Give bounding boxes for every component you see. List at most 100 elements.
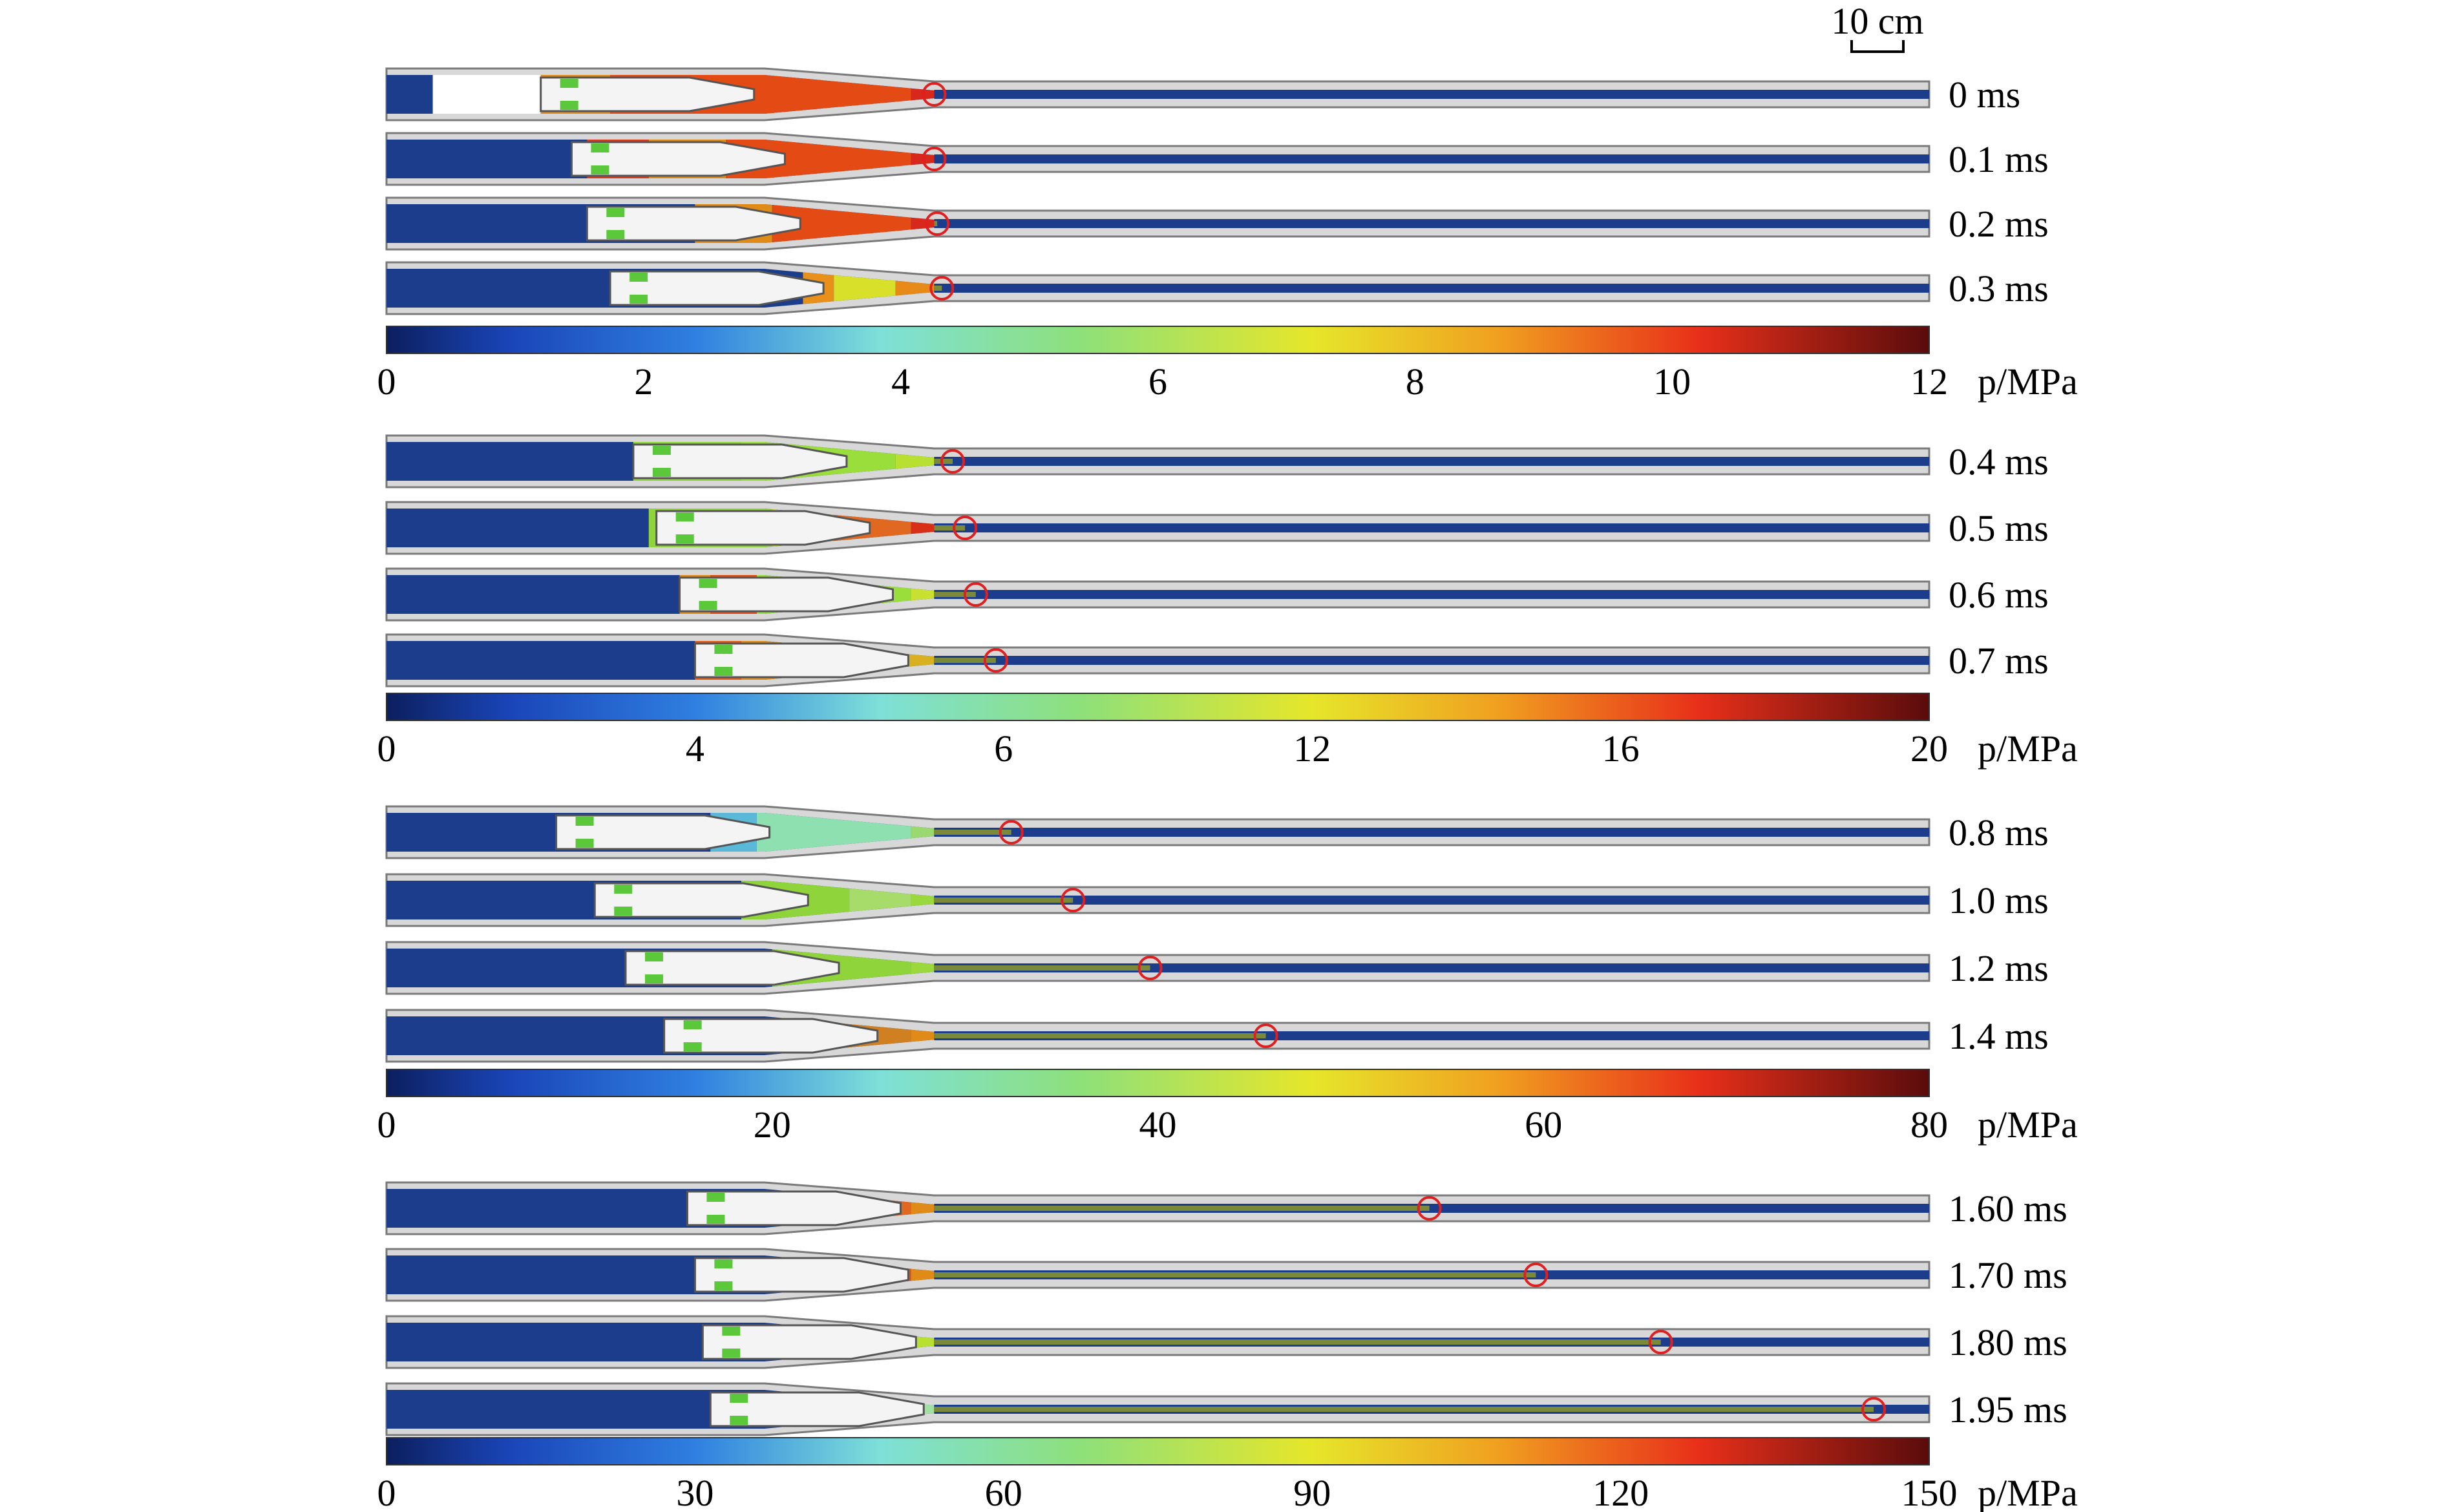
piston-tab — [699, 579, 717, 588]
colorbar-tick-label: 120 — [1592, 1472, 1649, 1512]
piston-tab — [560, 101, 578, 110]
piston-tab — [652, 446, 671, 455]
colorbar-tick-label: 6 — [1148, 361, 1167, 403]
pressure-zone — [764, 269, 935, 296]
colorbar-tick-label: 0 — [377, 1472, 396, 1512]
piston-tab — [675, 534, 694, 543]
colorbar-tick-label: 20 — [754, 1104, 791, 1146]
barrel-flow — [934, 898, 1073, 903]
pressure-zone — [764, 813, 935, 839]
colorbar-unit-label: p/MPa — [1978, 361, 2078, 403]
projectile-marker — [1061, 888, 1086, 912]
projectile-marker — [940, 449, 966, 474]
barrel-bore — [934, 828, 1929, 837]
colorbar-tick-label: 0 — [377, 1104, 396, 1146]
frame-time-label: 0.2 ms — [1949, 203, 2049, 245]
piston-tab — [560, 79, 578, 88]
projectile-marker — [1861, 1397, 1887, 1422]
piston — [609, 270, 825, 306]
piston-tab — [699, 601, 717, 610]
pressure-zone — [764, 1323, 935, 1349]
projectile-marker — [983, 648, 1008, 673]
contour-group: 1.60 ms 1.70 ms 1.80 ms 1.95 ms 0 30 60 90 120 15… — [377, 1181, 2078, 1512]
scale-bar: 10 cm — [1831, 0, 1924, 53]
barrel-bore — [934, 590, 1929, 599]
pressure-zone — [764, 881, 911, 912]
projectile-marker — [953, 516, 978, 540]
colorbar-tick-label: 8 — [1406, 361, 1424, 403]
contour-groups: 0 ms0.1 ms0.2 ms0.3 ms0 2 4 6 8 10 12 p/MPa0.4 … — [377, 67, 2078, 1512]
piston-tab — [606, 208, 625, 217]
piston — [555, 814, 771, 850]
contour-frame: 1.60 ms — [385, 1181, 2068, 1235]
frame-time-label: 1.80 ms — [1949, 1321, 2068, 1363]
piston — [540, 76, 756, 112]
colorbar-unit-label: p/MPa — [1978, 1472, 2078, 1512]
barrel-bore — [934, 219, 1929, 228]
colorbar — [386, 326, 1930, 354]
barrel-bore — [934, 284, 1929, 293]
contour-frame: 0.3 ms — [385, 261, 2049, 315]
frame-time-label: 0 ms — [1949, 74, 2020, 116]
piston-tab — [575, 839, 594, 848]
piston-tab — [714, 1259, 733, 1268]
frame-time-label: 1.60 ms — [1949, 1188, 2068, 1230]
frame-time-label: 0.6 ms — [1949, 574, 2049, 616]
projectile-marker — [999, 820, 1024, 845]
contour-frame: 1.80 ms — [385, 1315, 2068, 1369]
colorbar — [386, 693, 1930, 721]
piston — [679, 576, 894, 613]
frame-time-label: 1.2 ms — [1949, 947, 2049, 989]
piston-tab — [714, 667, 733, 676]
frame-time-label: 1.0 ms — [1949, 879, 2049, 921]
pressure-zone — [764, 269, 896, 302]
colorbar-tick-label: 16 — [1602, 728, 1640, 770]
barrel-flow — [934, 830, 1011, 835]
piston-tab — [714, 1281, 733, 1290]
piston — [632, 443, 848, 479]
contour-frame: 0.1 ms — [385, 132, 2049, 186]
colorbar-tick-label: 12 — [1293, 728, 1331, 770]
colorbar-tick-label: 60 — [985, 1472, 1022, 1512]
barrel-flow — [934, 525, 966, 530]
frame-time-label: 0.4 ms — [1949, 441, 2049, 483]
pressure-zone — [764, 509, 935, 534]
barrel-flow — [934, 1272, 1536, 1277]
barrel-bore — [934, 963, 1929, 972]
frame-time-label: 1.95 ms — [1949, 1389, 2068, 1431]
contour-frame: 0.8 ms — [385, 805, 2049, 859]
colorbar-tick-label: 4 — [891, 361, 910, 403]
piston — [624, 950, 840, 986]
pressure-zone — [764, 949, 935, 974]
barrel-flow — [934, 1206, 1430, 1211]
piston — [663, 1018, 879, 1054]
projectile-marker — [1137, 956, 1163, 980]
projectile-marker — [963, 582, 988, 607]
barrel-bore — [934, 896, 1929, 905]
colorbar-tick-label: 30 — [676, 1472, 714, 1512]
colorbar-tick-label: 12 — [1910, 361, 1948, 403]
colorbar-tick-label: 20 — [1910, 728, 1948, 770]
contour-group: 0.8 ms 1.0 ms 1.2 ms 1.4 ms 0 20 40 60 80 p/MPa — [377, 805, 2078, 1146]
piston — [693, 642, 909, 678]
contour-frame: 1.0 ms — [385, 873, 2049, 927]
pressure-zone — [764, 140, 935, 165]
pressure-zone — [764, 1189, 935, 1215]
barrel-bore — [934, 154, 1929, 163]
colorbar-tick-label: 4 — [686, 728, 704, 770]
piston-tab — [575, 817, 594, 826]
colorbar — [386, 1069, 1930, 1097]
frame-time-label: 0.5 ms — [1949, 507, 2049, 549]
frame-time-label: 0.3 ms — [1949, 268, 2049, 310]
piston-tab — [652, 468, 671, 477]
barrel-flow — [934, 1033, 1266, 1038]
barrel-flow — [934, 592, 976, 597]
contour-frame: 0.4 ms — [385, 434, 2049, 488]
piston — [655, 510, 871, 546]
barrel-flow — [934, 658, 996, 663]
barrel-flow — [934, 1407, 1874, 1412]
frame-time-label: 0.1 ms — [1949, 138, 2049, 180]
colorbar-unit-label: p/MPa — [1978, 1104, 2078, 1146]
projectile-marker — [1417, 1196, 1442, 1221]
frame-time-label: 1.4 ms — [1949, 1015, 2049, 1057]
